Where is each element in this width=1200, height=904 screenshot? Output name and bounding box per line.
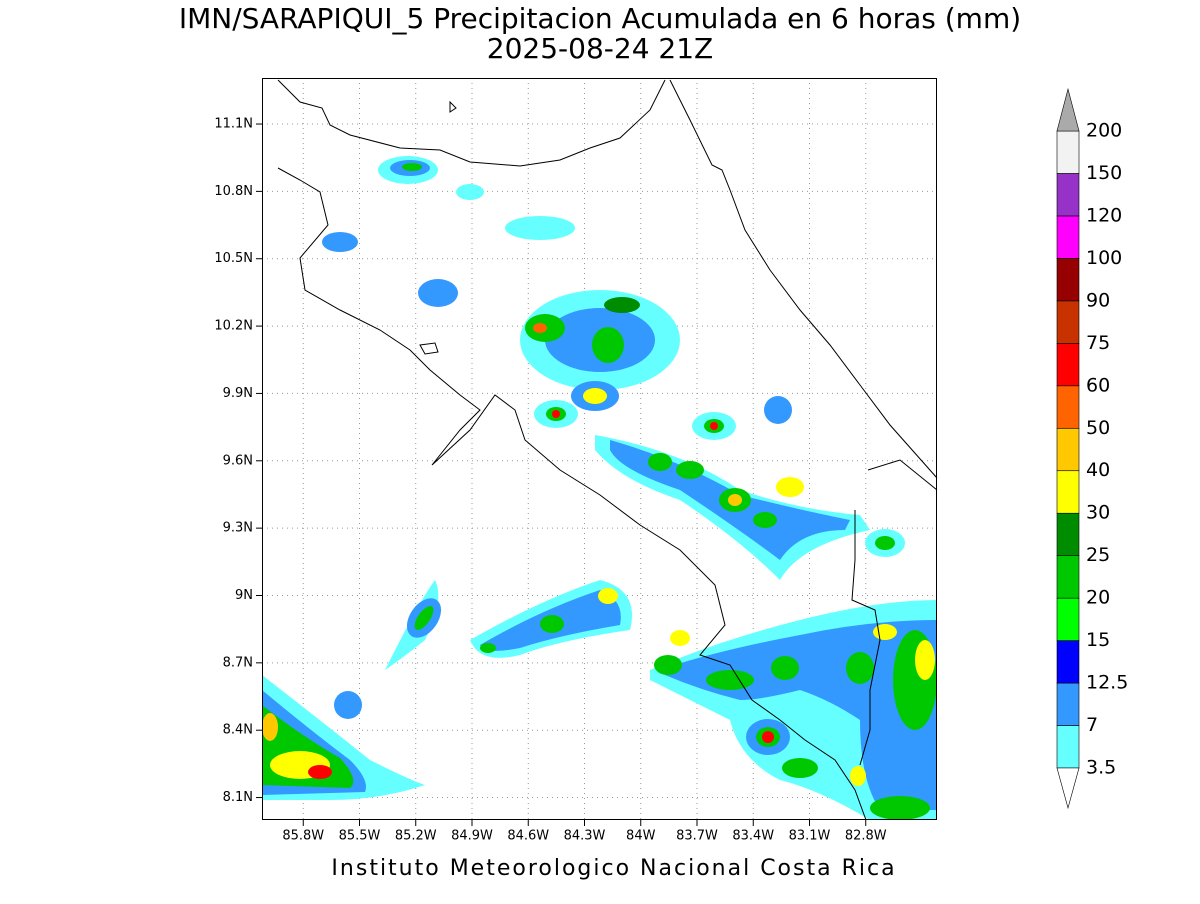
map-frame	[262, 78, 937, 820]
x-tick-label: 84.6W	[507, 829, 549, 844]
map-subtitle: 2025-08-24 21Z	[487, 32, 713, 65]
colorbar-box	[1056, 300, 1080, 344]
colorbar-label: 75	[1086, 332, 1110, 354]
y-tick-label: 10.2N	[214, 319, 253, 334]
y-tick-label: 8.7N	[223, 655, 253, 670]
colorbar-over	[1056, 87, 1080, 132]
y-tick-label: 8.1N	[223, 790, 253, 805]
x-tick-label: 85.5W	[339, 829, 381, 844]
x-tick-label: 83.4W	[732, 829, 774, 844]
colorbar-label: 40	[1086, 459, 1110, 481]
y-tick-label: 9N	[235, 588, 253, 603]
colorbar-box	[1056, 427, 1080, 472]
colorbar-box	[1056, 343, 1080, 387]
y-tick-label: 8.4N	[223, 723, 253, 738]
x-tick-label: 83.1W	[789, 829, 831, 844]
map-title: IMN/SARAPIQUI_5 Precipitacion Acumulada …	[179, 2, 1021, 35]
colorbar-label: 100	[1086, 247, 1122, 269]
colorbar-box	[1056, 130, 1080, 174]
y-tick-label: 10.5N	[214, 251, 253, 266]
coastline	[277, 79, 938, 821]
x-tick-label: 84W	[626, 829, 656, 844]
colorbar-box	[1056, 470, 1080, 514]
colorbar-box	[1056, 682, 1080, 726]
colorbar-box	[1056, 597, 1080, 641]
colorbar-box	[1056, 725, 1080, 769]
y-tick-label: 10.8N	[214, 184, 253, 199]
axes: 85.8W 85.5W 85.2W 84.9W 84.6W 84.3W 84W 83.7W 83…	[214, 117, 886, 844]
y-tick-label: 9.6N	[223, 453, 253, 468]
x-tick-label: 84.3W	[564, 829, 606, 844]
colorbar-label: 150	[1086, 162, 1122, 184]
y-tick-label: 9.3N	[223, 521, 253, 536]
colorbar-under	[1056, 767, 1080, 810]
x-tick-label: 83.7W	[676, 829, 718, 844]
colorbar-box	[1056, 555, 1080, 599]
x-tick-label: 84.9W	[451, 829, 493, 844]
map-footer: Instituto Meteorologico Nacional Costa R…	[331, 856, 896, 881]
y-tick-label: 11.1N	[214, 117, 253, 132]
colorbar-label: 12.5	[1086, 672, 1128, 694]
colorbar-label: 50	[1086, 417, 1110, 439]
x-tick-label: 85.8W	[282, 829, 324, 844]
x-tick-label: 85.2W	[395, 829, 437, 844]
colorbar-label: 25	[1086, 544, 1110, 566]
colorbar-label: 90	[1086, 289, 1110, 311]
colorbar-label: 60	[1086, 374, 1110, 396]
colorbar-box	[1056, 215, 1080, 259]
colorbar-label: 120	[1086, 204, 1122, 226]
colorbar-label: 200	[1086, 120, 1122, 142]
colorbar: 3.5 7 12.5 15 20 25 30 40 50 60 75 90 100 120 150 200	[1056, 87, 1128, 810]
colorbar-box	[1056, 258, 1080, 302]
colorbar-label: 20	[1086, 587, 1110, 609]
colorbar-box	[1056, 385, 1080, 429]
colorbar-box	[1056, 512, 1080, 556]
colorbar-label: 15	[1086, 629, 1110, 651]
colorbar-box	[1056, 640, 1080, 684]
colorbar-label: 7	[1086, 714, 1098, 736]
colorbar-label: 30	[1086, 502, 1110, 524]
y-tick-label: 9.9N	[223, 386, 253, 401]
colorbar-box	[1056, 173, 1080, 217]
precipitation-field	[262, 156, 937, 820]
colorbar-label: 3.5	[1086, 757, 1116, 779]
x-tick-label: 82.8W	[845, 829, 887, 844]
